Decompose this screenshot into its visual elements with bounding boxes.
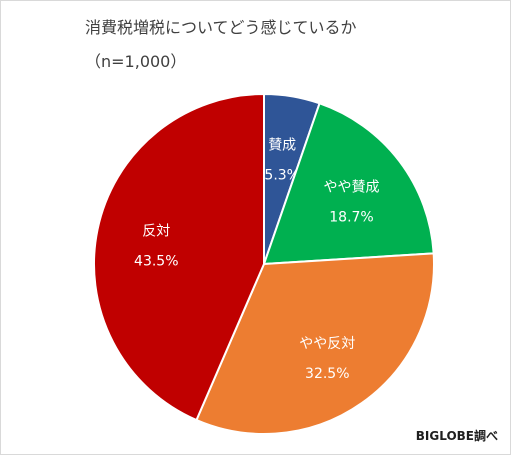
pie-label-category-1: 賛成 bbox=[268, 138, 296, 154]
pie-label-percent-4: 43.5% bbox=[134, 254, 178, 270]
pie-label-category-3: やや反対 bbox=[299, 336, 355, 352]
pie-label-category-4: 反対 bbox=[142, 224, 170, 240]
pie-slice-3 bbox=[195, 252, 435, 435]
chart-title: 消費税増税についてどう感じているか bbox=[85, 18, 357, 37]
pie-label-percent-1: 5.3% bbox=[264, 168, 300, 184]
source-credit: BIGLOBE調べ bbox=[415, 429, 498, 443]
pie-label-percent-2: 18.7% bbox=[329, 209, 373, 225]
pie-slice-2 bbox=[263, 102, 435, 265]
pie-label-category-2: やや賛成 bbox=[324, 179, 380, 195]
pie-slice-4 bbox=[93, 93, 265, 422]
chart-subtitle: （n=1,000） bbox=[85, 52, 187, 71]
pie-label-percent-3: 32.5% bbox=[305, 366, 349, 382]
